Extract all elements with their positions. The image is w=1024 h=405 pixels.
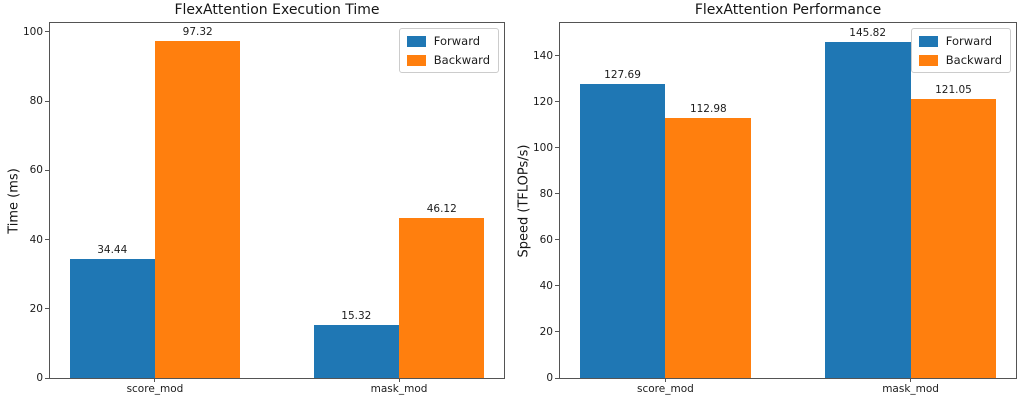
chart-execution-time: FlexAttention Execution Time Time (ms) 0 20…: [7, 2, 505, 395]
legend: Forward Backward: [398, 28, 499, 73]
y-tick-label: 100: [22, 25, 43, 38]
bar-forward-score_mod: [579, 84, 666, 378]
bar-value-label: 127.69: [604, 69, 641, 82]
y-tick: [45, 239, 49, 241]
y-tick: [555, 55, 559, 57]
x-tick: [398, 378, 400, 382]
y-tick-label: 0: [546, 372, 553, 384]
x-tick-label: mask_mod: [370, 383, 428, 395]
legend-entry-backward: Backward: [918, 53, 1002, 67]
bar-forward-score_mod: [69, 258, 155, 378]
y-tick-label: 60: [539, 233, 553, 246]
legend-entry-forward: Forward: [918, 34, 1002, 48]
bar-forward-mask_mod: [313, 325, 400, 378]
legend-label: Forward: [945, 34, 993, 48]
y-tick-label: 80: [539, 187, 553, 200]
y-tick-label: 20: [539, 325, 553, 338]
y-tick-label: 100: [532, 141, 553, 154]
x-tick-label: mask_mod: [882, 383, 939, 395]
x-tick-label: score_mod: [637, 383, 694, 395]
y-tick-label: 0: [36, 372, 43, 384]
legend-swatch-forward-icon: [406, 35, 426, 47]
legend: Forward Backward: [910, 28, 1011, 73]
x-tick: [154, 378, 156, 382]
bar-value-label: 15.32: [341, 310, 372, 322]
legend-entry-forward: Forward: [406, 34, 490, 48]
y-axis-label-text: Time (ms): [6, 167, 22, 234]
bar-value-label: 145.82: [849, 27, 887, 40]
x-tick: [910, 378, 912, 382]
y-tick: [555, 239, 559, 241]
y-tick: [555, 147, 559, 149]
y-tick-label: 40: [539, 279, 553, 292]
x-tick: [664, 378, 666, 382]
y-tick: [555, 193, 559, 195]
bar-forward-mask_mod: [824, 42, 911, 378]
y-tick: [45, 308, 49, 310]
bar-backward-mask_mod: [910, 99, 997, 378]
chart-title: FlexAttention Performance: [694, 2, 882, 18]
bar-value-label: 121.05: [935, 84, 972, 97]
chart-performance: FlexAttention Performance Speed (TFLOPs/s…: [517, 2, 1017, 395]
legend-label: Backward: [945, 53, 1002, 67]
y-tick: [45, 377, 49, 379]
chart-title: FlexAttention Execution Time: [174, 2, 380, 18]
bar-value-label: 112.98: [689, 102, 727, 115]
bar-value-label: 34.44: [97, 243, 128, 256]
y-tick: [555, 101, 559, 103]
bar-value-label: 97.32: [182, 26, 213, 39]
legend-label: Forward: [433, 34, 481, 48]
y-tick: [45, 31, 49, 33]
y-tick-label: 60: [29, 164, 43, 177]
legend-swatch-backward-icon: [406, 54, 426, 66]
y-tick: [555, 377, 559, 379]
bar-backward-mask_mod: [399, 218, 485, 378]
legend-swatch-backward-icon: [918, 54, 938, 66]
bar-value-label: 46.12: [426, 203, 457, 216]
y-tick-label: 120: [532, 95, 553, 108]
y-tick-label: 140: [532, 49, 553, 62]
y-tick: [45, 100, 49, 102]
y-tick: [555, 331, 559, 333]
legend-entry-backward: Backward: [406, 53, 490, 67]
bar-backward-score_mod: [665, 117, 752, 378]
bar-backward-score_mod: [154, 41, 241, 378]
y-tick-label: 80: [29, 95, 43, 108]
legend-label: Backward: [433, 53, 490, 67]
y-tick: [45, 169, 49, 171]
y-axis-label-text: Speed (TFLOPs/s): [516, 144, 532, 257]
y-tick-label: 20: [29, 302, 43, 315]
y-tick: [555, 285, 559, 287]
legend-swatch-forward-icon: [918, 35, 938, 47]
x-tick-label: score_mod: [126, 383, 184, 395]
y-tick-label: 40: [29, 233, 43, 246]
